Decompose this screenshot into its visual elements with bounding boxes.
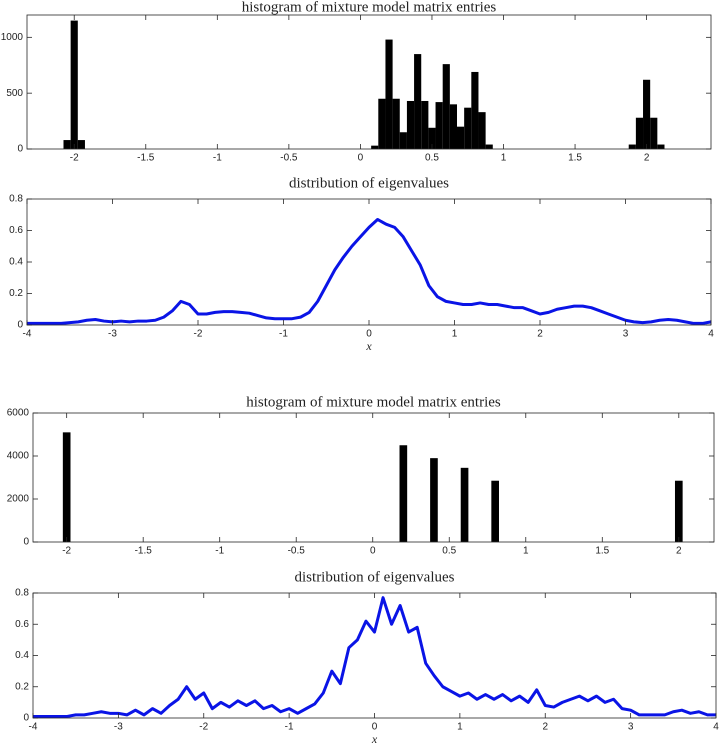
y-tick-label: 0.2 (15, 681, 29, 692)
x-tick-label: -1 (213, 153, 222, 164)
x-tick-label: -1 (279, 329, 288, 340)
y-tick-label: 6000 (7, 408, 30, 419)
chart-title: histogram of mixture model matrix entrie… (242, 0, 497, 15)
y-tick-label: 0.8 (15, 588, 29, 599)
histogram-bar (63, 140, 71, 149)
histogram-bar (70, 20, 78, 150)
x-tick-label: -3 (114, 722, 123, 733)
x-tick-label: -1.5 (135, 546, 153, 557)
histogram-bar (442, 64, 450, 149)
histogram-bar (378, 98, 386, 149)
histogram-bar (428, 127, 436, 149)
histogram-bar (464, 107, 472, 149)
x-tick-label: -2 (70, 153, 79, 164)
x-tick-label: -1 (285, 722, 294, 733)
y-tick-label: 0.6 (9, 225, 23, 236)
data-line (33, 596, 716, 718)
x-tick-label: 3 (628, 722, 634, 733)
histogram-bar (471, 71, 479, 149)
x-tick-label: 2 (644, 153, 650, 164)
histogram-bar (628, 144, 636, 149)
histogram-bar (643, 79, 651, 149)
x-tick-label: 0 (372, 722, 378, 733)
x-tick-label: 2 (676, 546, 682, 557)
histogram-bar (449, 104, 458, 149)
x-tick-label: -4 (29, 722, 38, 733)
axes-box (26, 198, 712, 326)
histogram-bar (460, 467, 469, 542)
x-tick-label: -0.5 (280, 153, 298, 164)
histogram-bar (674, 480, 683, 542)
histogram-bar (650, 117, 658, 149)
histogram-bar (77, 140, 85, 149)
x-tick-label: 1 (501, 153, 507, 164)
histogram-bar (430, 458, 438, 542)
x-tick-label: -3 (108, 329, 117, 340)
histogram-bar (414, 54, 422, 150)
histogram-bar (478, 112, 486, 149)
histogram-bar (435, 102, 443, 149)
x-tick-label: 0 (370, 546, 376, 557)
y-tick-label: 1000 (1, 32, 24, 43)
histogram-bar (457, 126, 465, 149)
x-tick-label: 0.5 (425, 153, 439, 164)
x-axis-label: x (365, 339, 372, 353)
x-tick-label: 0.5 (442, 546, 456, 557)
x-tick-label: -2 (199, 722, 208, 733)
x-tick-label: 1.5 (568, 153, 582, 164)
histogram-bar (399, 445, 408, 542)
y-tick-label: 2000 (7, 494, 30, 505)
x-axis-label: x (371, 732, 378, 746)
y-tick-label: 0.2 (9, 288, 23, 299)
chart-title: distribution of eigenvalues (289, 175, 449, 191)
y-tick-label: 0 (17, 320, 23, 331)
x-tick-label: 0 (366, 329, 372, 340)
x-tick-label: -1 (215, 546, 224, 557)
histogram-bar (491, 480, 499, 542)
x-tick-label: 0 (358, 153, 364, 164)
x-tick-label: 1.5 (595, 546, 609, 557)
histogram-bar (371, 145, 379, 149)
x-tick-label: 2 (537, 329, 543, 340)
y-tick-label: 0.8 (9, 194, 23, 205)
x-tick-label: 2 (542, 722, 548, 733)
y-tick-label: 0.4 (15, 650, 29, 661)
x-tick-label: -0.5 (288, 546, 306, 557)
x-tick-label: 4 (708, 329, 714, 340)
y-tick-label: 4000 (7, 451, 30, 462)
y-tick-label: 0 (23, 537, 29, 548)
x-tick-label: -2 (62, 546, 71, 557)
histogram-bar (406, 100, 415, 149)
histogram-bar (62, 432, 71, 542)
x-tick-label: 3 (623, 329, 629, 340)
axes-box (32, 412, 715, 543)
histogram-bar (635, 117, 644, 149)
x-tick-label: 1 (457, 722, 463, 733)
data-line (27, 217, 712, 325)
x-tick-label: -4 (23, 329, 32, 340)
x-tick-label: -2 (194, 329, 203, 340)
histogram-bar (399, 132, 407, 149)
x-tick-label: 1 (523, 546, 529, 557)
chart-title: distribution of eigenvalues (295, 569, 455, 585)
histogram-bar (485, 144, 493, 149)
histogram-bar (392, 98, 400, 149)
x-tick-label: -1.5 (137, 153, 155, 164)
y-tick-label: 0.4 (9, 257, 23, 268)
histogram-bar (385, 39, 393, 149)
x-tick-label: 4 (713, 722, 719, 733)
histogram-bar (657, 144, 665, 149)
y-tick-label: 0.6 (15, 619, 29, 630)
y-tick-label: 0 (17, 144, 23, 155)
axes-box (26, 14, 712, 150)
x-tick-label: 1 (452, 329, 458, 340)
y-tick-label: 0 (23, 713, 29, 724)
histogram-bar (421, 100, 429, 149)
y-tick-label: 500 (6, 88, 23, 99)
chart-title: histogram of mixture model matrix entrie… (246, 394, 501, 410)
